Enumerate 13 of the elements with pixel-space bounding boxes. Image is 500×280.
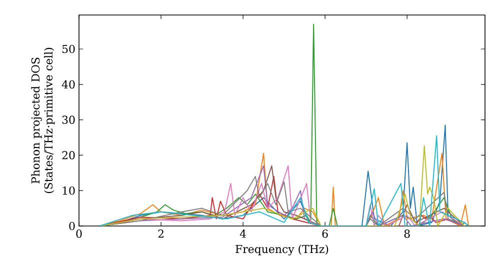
x-tick-label: 8 [404,230,410,238]
y-tick-label: 40 [62,80,75,89]
y-tick-label: 10 [62,186,75,195]
x-tick-label: 4 [240,230,246,238]
y-tick-label: 50 [62,44,75,54]
y-tick-label: 0 [69,222,75,230]
y-tick-label: 30 [62,116,75,124]
x-tick-label: 2 [158,230,164,238]
x-tick-label: 6 [322,230,328,238]
x-axis-title: Frequency (THz) [236,244,328,256]
y-axis-title: Phonon projected DOS (States/THz·primitive cell) [31,48,55,194]
x-tick-label: 0 [76,230,82,238]
y-tick-label: 20 [62,151,75,160]
